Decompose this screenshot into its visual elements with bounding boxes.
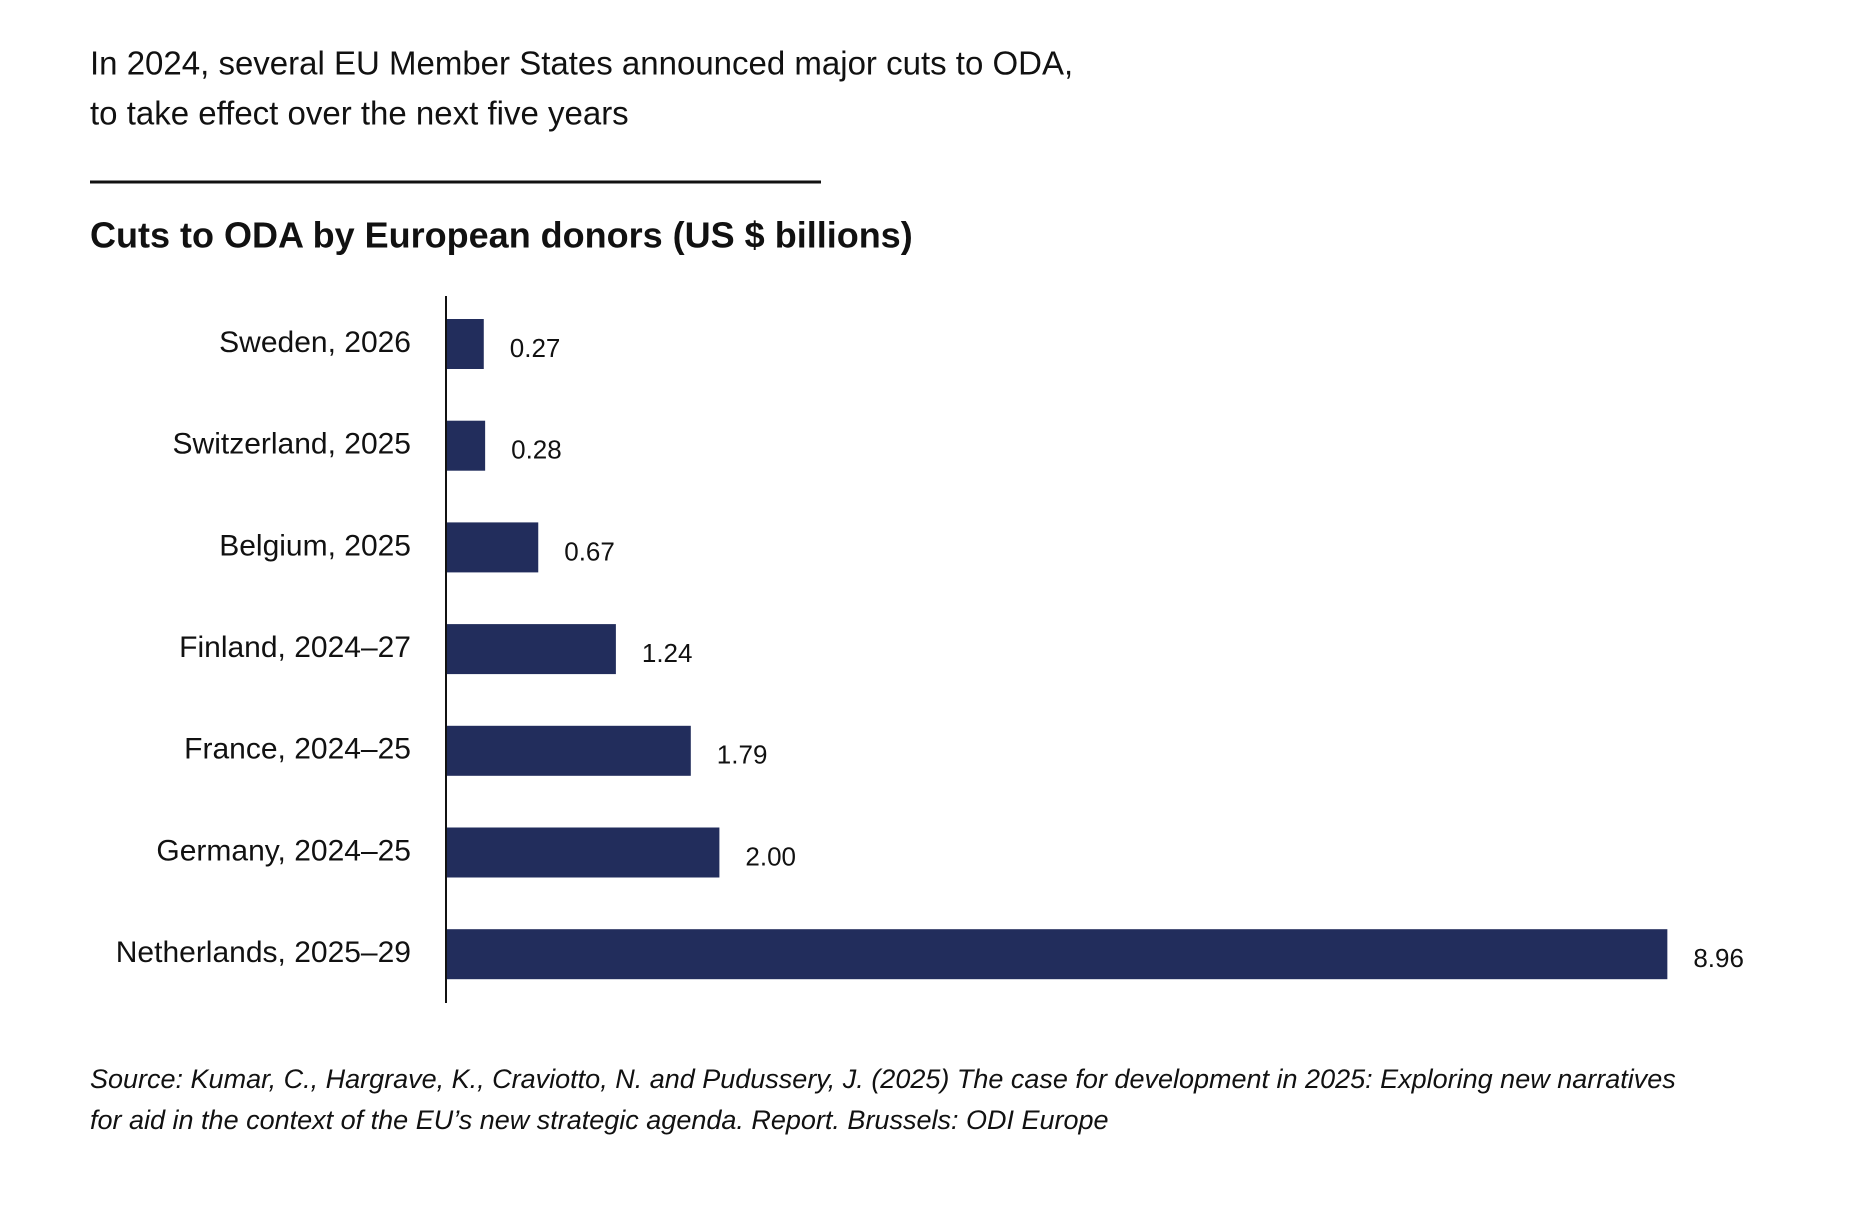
source: Source: Kumar, C., Hargrave, K., Craviot… xyxy=(90,1064,1676,1094)
value-label: 0.28 xyxy=(511,435,562,465)
category-label: Belgium, 2025 xyxy=(219,529,411,562)
bar xyxy=(447,725,691,776)
bar xyxy=(447,827,720,878)
category-label: Finland, 2024–27 xyxy=(179,631,411,664)
bar xyxy=(447,420,486,471)
chart-title: Cuts to ODA by European donors (US $ bil… xyxy=(90,215,913,256)
category-label: Germany, 2024–25 xyxy=(156,834,411,867)
bar xyxy=(447,929,1668,980)
bar xyxy=(447,624,616,675)
category-label: Netherlands, 2025–29 xyxy=(116,936,411,969)
value-label: 0.67 xyxy=(564,536,615,566)
headline: In 2024, several EU Member States announ… xyxy=(90,45,1073,82)
category-label: France, 2024–25 xyxy=(184,733,411,766)
value-label: 2.00 xyxy=(745,841,796,871)
category-label: Switzerland, 2025 xyxy=(173,428,411,461)
bar xyxy=(447,522,539,573)
value-label: 0.27 xyxy=(510,333,561,363)
headline: to take effect over the next five years xyxy=(90,95,629,132)
value-label: 1.79 xyxy=(717,740,768,770)
bar xyxy=(447,319,484,369)
source: for aid in the context of the EU’s new s… xyxy=(90,1105,1109,1135)
value-label: 1.24 xyxy=(642,638,693,668)
category-label: Sweden, 2026 xyxy=(219,326,411,359)
value-label: 8.96 xyxy=(1693,943,1744,973)
